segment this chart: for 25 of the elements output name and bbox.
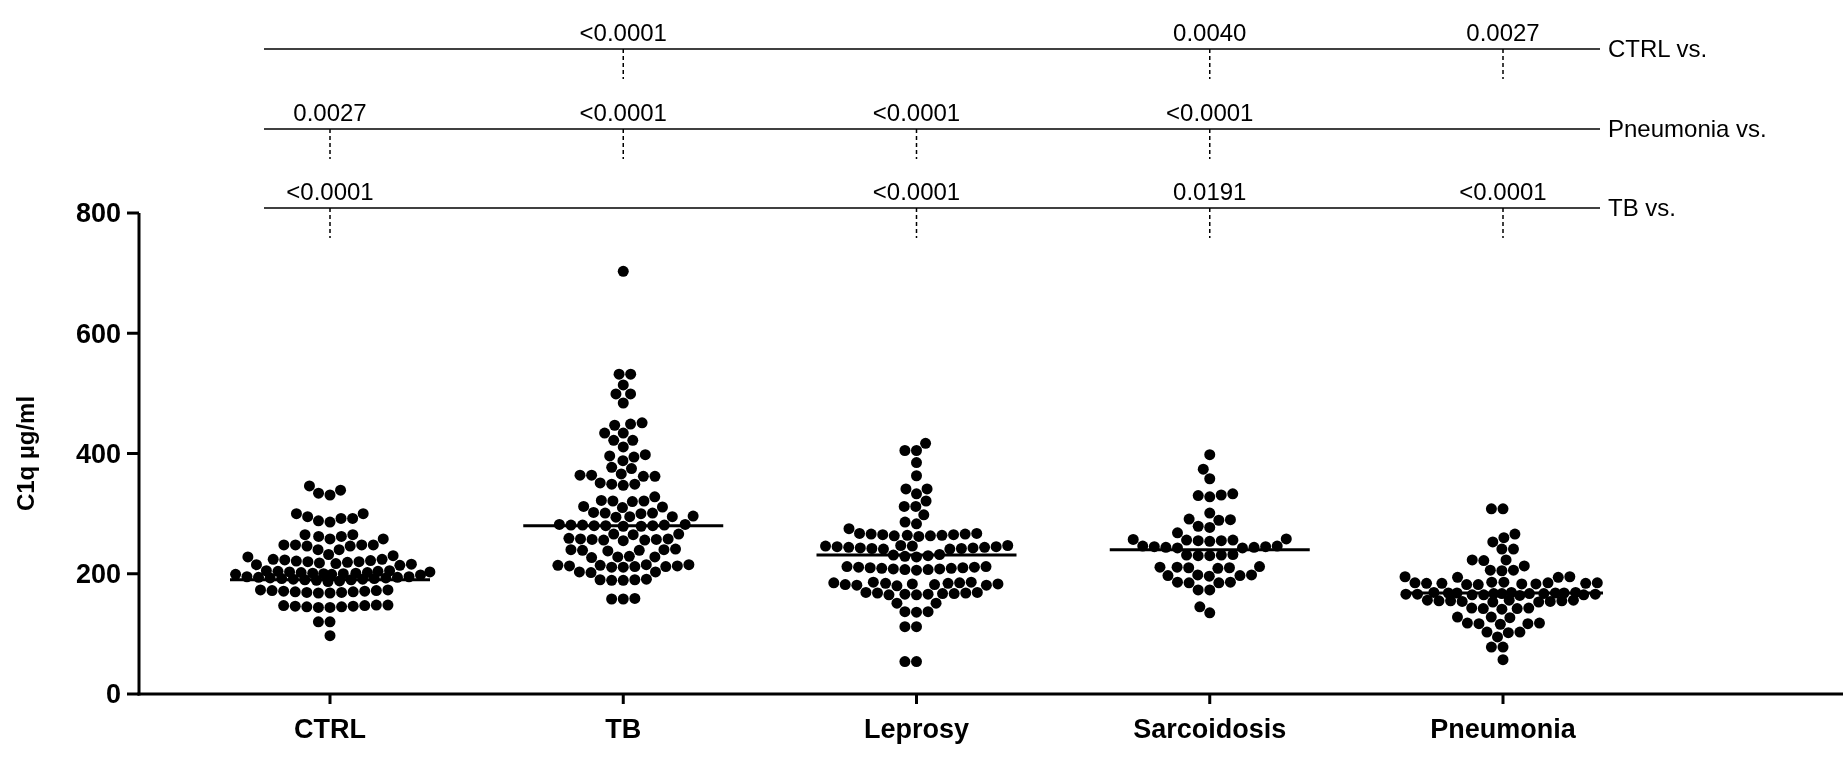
y-axis-title: C1q µg/ml — [12, 395, 39, 512]
x-tick-label: Leprosy — [863, 714, 970, 744]
annotation: <0.0001 — [579, 19, 667, 46]
annotation: 0.0040 — [1173, 19, 1247, 46]
y-tick-label: 0 — [105, 679, 121, 710]
annotation: <0.0001 — [872, 99, 961, 126]
y-tick-label: 200 — [75, 559, 121, 590]
y-tick-label: 600 — [75, 318, 121, 349]
annotation: 0.0027 — [1466, 19, 1540, 46]
text: Pneumonia vs. — [1608, 115, 1767, 143]
annotation: TB vs. — [1608, 194, 1677, 222]
x-tick-label: Sarcoidosis — [1133, 714, 1287, 744]
annotation: <0.0001 — [872, 178, 961, 205]
annotation: <0.0001 — [286, 178, 374, 205]
text: CTRL vs. — [1608, 35, 1708, 63]
y-tick-label: 800 — [75, 198, 121, 229]
x-tick-label: TB — [605, 714, 642, 744]
y-tick-label: 400 — [75, 438, 121, 469]
annotation: 0.0027 — [293, 99, 367, 126]
annotation: 0.0191 — [1173, 178, 1247, 205]
annotation: <0.0001 — [1166, 99, 1254, 126]
x-tick-label: CTRL — [294, 714, 366, 744]
annotation: <0.0001 — [579, 99, 667, 126]
annotation: <0.0001 — [1459, 178, 1547, 205]
x-tick-label: Pneumonia — [1430, 714, 1577, 744]
